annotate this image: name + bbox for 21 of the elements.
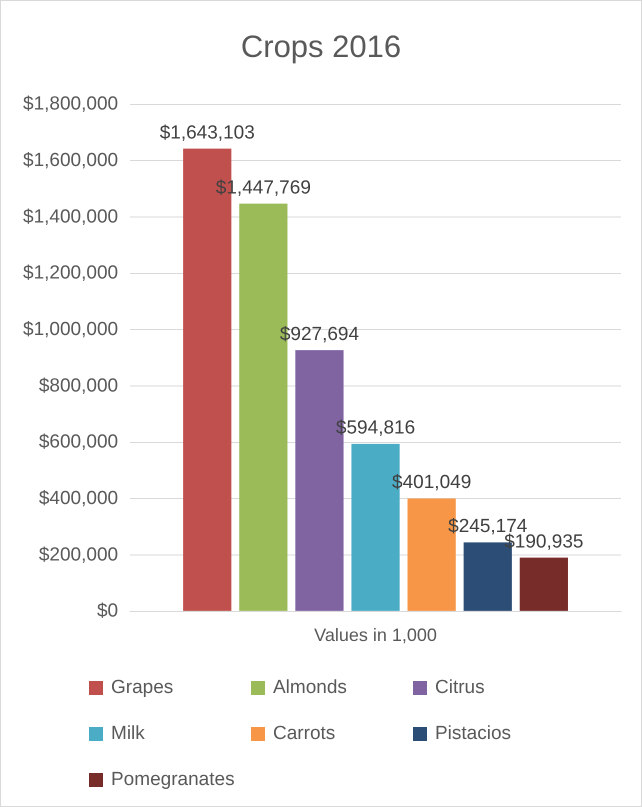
y-tick-label: $200,000 bbox=[38, 544, 118, 566]
y-tick-label: $1,000,000 bbox=[23, 318, 118, 340]
y-tick-label: $1,600,000 bbox=[23, 150, 118, 171]
legend-label: Citrus bbox=[435, 677, 485, 699]
legend-label: Milk bbox=[111, 723, 145, 745]
y-tick-label: $1,800,000 bbox=[23, 94, 118, 115]
y-tick-label: $400,000 bbox=[38, 488, 118, 509]
chart-title: Crops 2016 bbox=[240, 29, 402, 65]
legend-label: Pistacios bbox=[435, 723, 512, 745]
y-tick-label: $600,000 bbox=[38, 432, 118, 453]
legend-label: Carrots bbox=[273, 723, 336, 745]
x-tick-label: Values in 1,000 bbox=[314, 625, 437, 646]
bar bbox=[520, 558, 568, 611]
legend-label: Almonds bbox=[273, 677, 347, 699]
data-label: $1,643,103 bbox=[160, 122, 255, 144]
y-tick-label: $1,200,000 bbox=[23, 262, 118, 284]
y-tick-label: $0 bbox=[96, 600, 118, 622]
y-tick-label: $1,400,000 bbox=[23, 206, 118, 228]
y-tick-label: $800,000 bbox=[38, 375, 118, 396]
legend-label: Grapes bbox=[111, 677, 174, 699]
legend-label: Pomegranates bbox=[111, 769, 235, 791]
